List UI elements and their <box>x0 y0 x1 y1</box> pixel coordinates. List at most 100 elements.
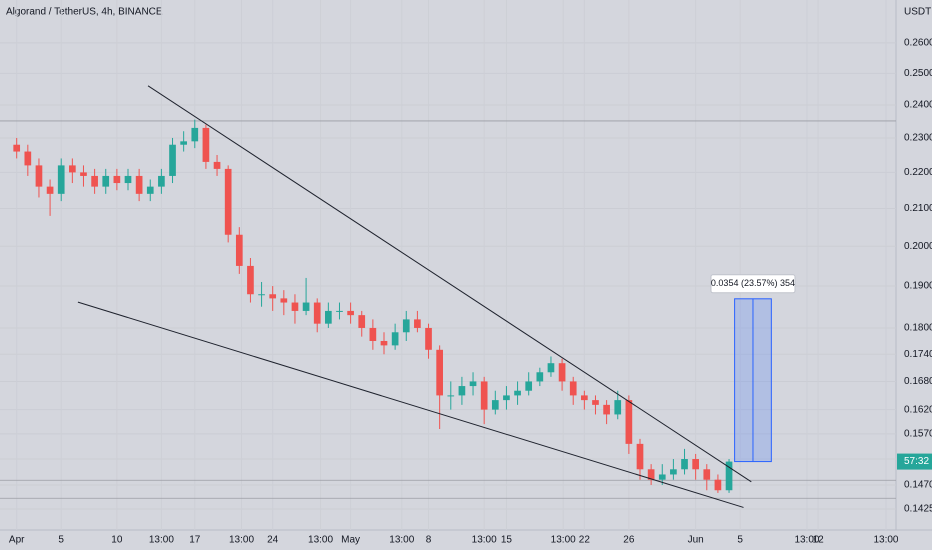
candle-body <box>24 151 32 166</box>
candle-body <box>670 469 677 475</box>
candle-body <box>80 172 87 176</box>
candle-body <box>592 400 599 405</box>
x-tick-label: Apr <box>9 535 25 546</box>
candle-body <box>57 165 65 194</box>
y-tick-label: 0.2500 <box>904 68 932 79</box>
candle-body <box>436 349 443 396</box>
candle-body <box>647 469 655 480</box>
candle-body <box>447 395 455 397</box>
x-tick-label: Jun <box>688 535 704 546</box>
candle-body <box>625 400 633 444</box>
trend-line <box>77 301 744 508</box>
candle-body <box>91 175 98 187</box>
candle-body <box>380 340 388 346</box>
y-tick-label: 0.1680 <box>904 376 932 387</box>
candle-body <box>614 400 622 415</box>
x-tick-label: May <box>341 535 360 546</box>
x-tick-label: 17 <box>189 535 201 546</box>
x-tick-label: 13:00 <box>873 535 898 546</box>
candle-body <box>547 363 555 373</box>
candle-body <box>269 294 277 299</box>
candle-body <box>536 372 544 382</box>
candle-body <box>235 234 243 266</box>
y-tick-label: 0.1800 <box>904 323 932 334</box>
y-tick-label: 0.1620 <box>904 404 932 415</box>
measure-label: 0.0354 (23.57%) 354 <box>711 278 795 288</box>
candle-body <box>113 175 121 184</box>
candle-body <box>224 168 232 235</box>
y-tick-label: 0.2100 <box>904 203 932 214</box>
candle-body <box>558 363 566 382</box>
candle-body <box>102 175 110 187</box>
candle-body <box>313 302 321 324</box>
candle-body <box>347 310 354 316</box>
x-tick-label: 5 <box>58 535 64 546</box>
candle-body <box>503 395 510 401</box>
y-tick-label: 0.2600 <box>904 38 932 49</box>
candle-body <box>525 381 533 391</box>
x-tick-label: 22 <box>579 535 591 546</box>
candle-body <box>458 386 466 396</box>
candle-body <box>280 298 288 303</box>
candle-body <box>658 474 666 480</box>
candle-body <box>325 310 332 324</box>
y-tick-label: 0.2400 <box>904 100 932 111</box>
candle-body <box>69 165 76 173</box>
candle-body <box>13 144 21 152</box>
x-tick-label: 13:00 <box>389 535 414 546</box>
chart-title: Algorand / TetherUS, 4h, BINANCE <box>6 7 163 18</box>
x-tick-label: 13:00 <box>472 535 497 546</box>
candle-body <box>302 302 310 311</box>
candle-body <box>146 186 154 194</box>
candle-body <box>46 186 54 194</box>
candle-body <box>681 459 688 470</box>
x-tick-label: 26 <box>623 535 635 546</box>
candle-body <box>369 327 377 341</box>
y-tick-label: 0.1570 <box>904 429 932 440</box>
candle-body <box>180 141 187 145</box>
candle-body <box>336 310 343 312</box>
x-tick-label: 8 <box>426 535 432 546</box>
candle-body <box>514 390 521 396</box>
candle-body <box>391 332 399 346</box>
candle-body <box>202 127 210 162</box>
candle-body <box>480 381 488 410</box>
x-tick-label: 13:00 <box>551 535 576 546</box>
x-tick-label: 24 <box>267 535 279 546</box>
currency: USDT <box>904 7 931 18</box>
candle-body <box>135 175 143 194</box>
candle-body <box>491 400 499 410</box>
x-tick-label: 12 <box>813 535 825 546</box>
candle-body <box>703 469 711 480</box>
x-tick-label: 13:00 <box>794 535 819 546</box>
candle-body <box>569 381 577 396</box>
candle-body <box>692 459 699 470</box>
countdown: 57:32 <box>904 456 929 467</box>
candle-body <box>258 294 265 296</box>
y-tick-label: 0.1425 <box>904 504 932 515</box>
y-tick-label: 0.1740 <box>904 349 932 360</box>
countdown-badge <box>897 453 932 470</box>
x-tick-label: 13:00 <box>229 535 254 546</box>
y-tick-label: 0.1900 <box>904 281 932 292</box>
x-tick-label: 15 <box>501 535 513 546</box>
trend-line <box>147 85 752 483</box>
candle-body <box>291 302 299 311</box>
candle-body <box>425 327 432 350</box>
candle-body <box>124 175 132 184</box>
x-tick-label: 13:00 <box>149 535 174 546</box>
x-tick-label: 5 <box>737 535 743 546</box>
candle-body <box>603 404 610 415</box>
candle-body <box>581 395 588 401</box>
y-tick-label: 0.2300 <box>904 133 932 144</box>
x-tick-label: 13:00 <box>308 535 333 546</box>
candle-body <box>358 315 366 328</box>
candle-body <box>158 175 165 187</box>
candle-body <box>35 165 43 187</box>
x-tick-label: 10 <box>111 535 123 546</box>
candle-body <box>191 127 199 142</box>
measure-label-box <box>710 274 796 294</box>
candle-body <box>414 319 421 328</box>
y-tick-label: 0.1470 <box>904 480 932 491</box>
